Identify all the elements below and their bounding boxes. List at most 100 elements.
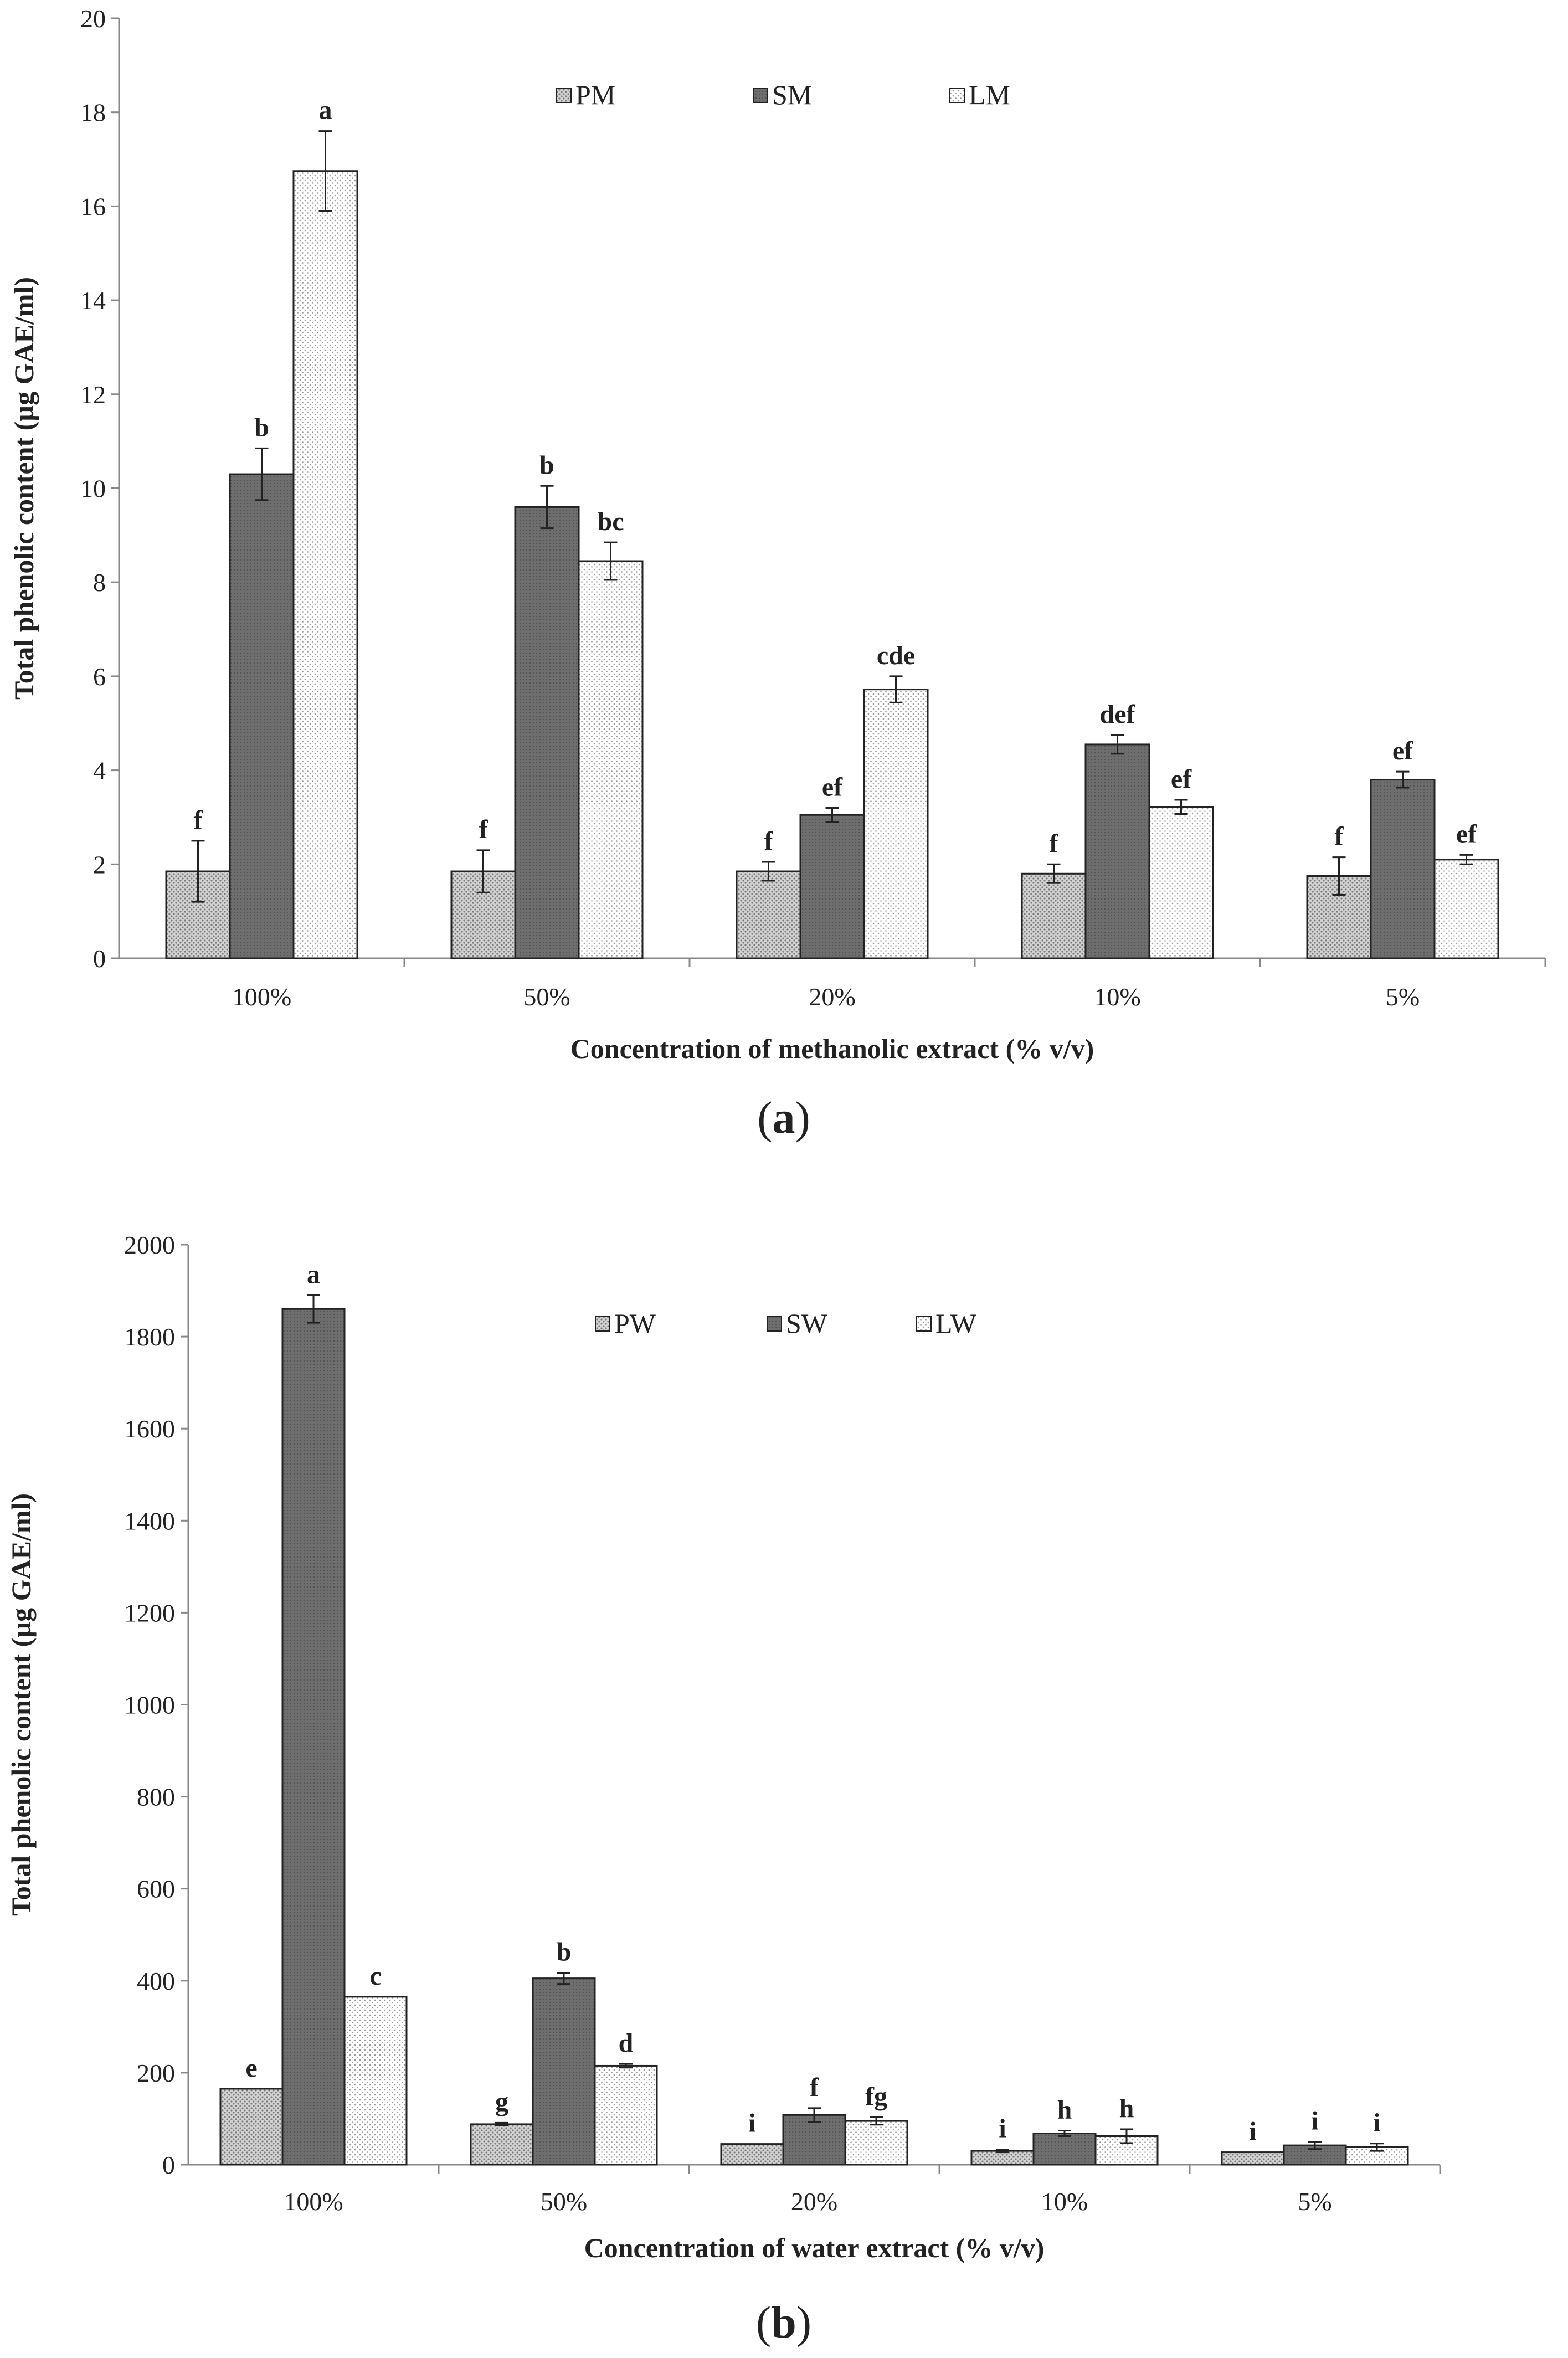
- bar: [514, 506, 580, 959]
- significance-label: b: [254, 413, 269, 442]
- significance-label: f: [1050, 829, 1059, 858]
- legend-label: SW: [786, 1308, 828, 1339]
- significance-label: c: [369, 1961, 381, 1991]
- significance-label: f: [810, 2073, 819, 2102]
- y-tick-label: 1800: [124, 1323, 175, 1351]
- y-tick-label: 10: [80, 475, 106, 503]
- legend-swatch: [767, 1316, 782, 1332]
- significance-label: i: [999, 2114, 1006, 2144]
- significance-label: d: [619, 2028, 634, 2058]
- y-axis-title: Total phenolic content (µg GAE/ml): [6, 1493, 37, 1916]
- x-tick-label: 100%: [284, 2187, 343, 2216]
- bar: [219, 2088, 284, 2166]
- x-axis-title: Concentration of methanolic extract (% v…: [570, 1033, 1094, 1064]
- chart-panel-a: 0 2 4 6 8 10 12 14 16 18 20 100% f b a 50% f b bc 20% f ef cde…: [8, 4, 1546, 1143]
- bar: [1370, 779, 1436, 959]
- bar: [1148, 806, 1214, 959]
- bar: [343, 1996, 408, 2166]
- y-tick-label: 4: [93, 757, 106, 785]
- legend-label: PW: [614, 1308, 656, 1339]
- legend-label: LM: [969, 79, 1010, 110]
- y-tick-label: 2: [93, 850, 106, 879]
- y-tick-label: 20: [80, 4, 106, 33]
- bar: [594, 2064, 658, 2166]
- significance-label: def: [1100, 700, 1136, 729]
- y-tick-label: 200: [137, 2059, 175, 2087]
- bar: [736, 870, 801, 959]
- y-tick-label: 800: [137, 1783, 175, 1811]
- legend-swatch: [916, 1316, 932, 1332]
- panel-label: (b): [756, 2297, 811, 2347]
- y-tick-label: 12: [80, 381, 106, 409]
- significance-label: b: [557, 1938, 572, 1967]
- significance-label: ef: [822, 772, 843, 802]
- bar: [578, 560, 644, 959]
- x-tick-label: 10%: [1094, 983, 1140, 1011]
- y-tick-label: 400: [137, 1967, 175, 1995]
- significance-label: g: [495, 2087, 508, 2116]
- bar: [1032, 2133, 1097, 2166]
- significance-label: i: [748, 2109, 755, 2138]
- legend-label: SM: [772, 79, 812, 110]
- bar: [782, 2114, 846, 2166]
- y-tick-label: 2000: [124, 1231, 175, 1259]
- x-tick-label: 100%: [232, 983, 291, 1011]
- bar: [1221, 2151, 1285, 2166]
- significance-label: ef: [1456, 819, 1477, 849]
- y-tick-label: 0: [93, 944, 106, 973]
- bar: [1433, 859, 1499, 959]
- legend-swatch: [949, 88, 965, 103]
- x-tick-label: 50%: [541, 2187, 587, 2216]
- x-tick-label: 50%: [523, 983, 570, 1011]
- significance-label: h: [1057, 2095, 1072, 2125]
- significance-label: e: [245, 2053, 257, 2083]
- significance-label: a: [307, 1260, 320, 1289]
- legend-swatch: [753, 88, 768, 103]
- x-tick-label: 20%: [791, 2187, 837, 2216]
- legend-label: PM: [575, 79, 615, 110]
- significance-label: bc: [598, 507, 624, 536]
- y-tick-label: 0: [162, 2151, 175, 2179]
- significance-label: i: [1373, 2108, 1380, 2138]
- significance-label: a: [319, 96, 332, 125]
- y-tick-label: 1200: [124, 1599, 175, 1627]
- y-axis-title: Total phenolic content (µg GAE/ml): [8, 277, 39, 700]
- significance-label: h: [1119, 2094, 1134, 2123]
- significance-label: fg: [865, 2082, 887, 2111]
- significance-label: i: [1249, 2117, 1256, 2146]
- bar: [1084, 743, 1150, 959]
- legend-swatch: [556, 88, 572, 103]
- significance-label: i: [1311, 2106, 1318, 2135]
- x-axis-title: Concentration of water extract (% v/v): [584, 2232, 1045, 2263]
- bar: [720, 2143, 784, 2166]
- y-tick-label: 18: [80, 99, 106, 127]
- x-tick-label: 5%: [1298, 2187, 1331, 2216]
- chart-panel-b: 0 200 400 600 800 1000 1200 1400 1600 1800 2000 100…: [6, 1231, 1441, 2347]
- significance-label: b: [539, 450, 554, 480]
- legend-label: LW: [935, 1308, 977, 1339]
- bar: [229, 473, 295, 959]
- y-tick-label: 1400: [124, 1507, 175, 1535]
- significance-label: ef: [1392, 736, 1413, 766]
- significance-label: f: [194, 805, 203, 835]
- legend-swatch: [595, 1316, 610, 1332]
- y-tick-label: 8: [93, 568, 106, 597]
- panel-label: (a): [757, 1092, 810, 1143]
- significance-label: f: [764, 826, 774, 856]
- significance-label: f: [1335, 822, 1344, 851]
- bar: [281, 1308, 346, 2166]
- significance-label: f: [479, 815, 489, 844]
- y-tick-label: 16: [80, 192, 106, 220]
- bar: [844, 2120, 908, 2166]
- bar: [863, 689, 929, 959]
- y-tick-label: 1600: [124, 1415, 175, 1443]
- bar: [470, 2123, 534, 2166]
- x-tick-label: 20%: [809, 983, 855, 1011]
- x-tick-label: 10%: [1041, 2187, 1088, 2216]
- bar: [532, 1977, 596, 2166]
- y-tick-label: 1000: [124, 1691, 175, 1719]
- y-tick-label: 14: [80, 286, 106, 315]
- significance-label: ef: [1171, 764, 1192, 794]
- bar: [1021, 872, 1087, 959]
